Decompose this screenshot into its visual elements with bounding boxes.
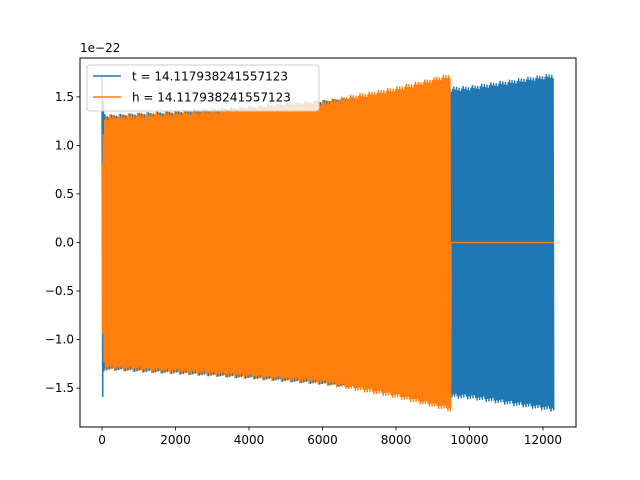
legend-box bbox=[86, 64, 320, 112]
y-axis: −1.5 −1.0 −0.5 0.0 0.5 1.0 1.5 bbox=[45, 90, 80, 395]
x-tick-label: 4000 bbox=[234, 433, 265, 447]
x-tick-label: 6000 bbox=[307, 433, 338, 447]
legend-label-2: h = 14.117938241557123 bbox=[132, 91, 291, 105]
x-axis: 0 2000 4000 6000 8000 10000 12000 bbox=[98, 427, 562, 447]
x-tick-label: 2000 bbox=[160, 433, 191, 447]
legend-label-1: t = 14.117938241557123 bbox=[132, 70, 288, 84]
series-line-2 bbox=[101, 74, 554, 412]
y-tick-label: −1.5 bbox=[45, 381, 74, 395]
y-tick-label: 0.0 bbox=[55, 236, 74, 250]
plot-area bbox=[101, 73, 555, 412]
y-tick-label: 1.5 bbox=[55, 90, 74, 104]
y-tick-label: 0.5 bbox=[55, 187, 74, 201]
legend: t = 14.117938241557123 h = 14.11793824155… bbox=[86, 64, 320, 112]
x-tick-label: 10000 bbox=[450, 433, 488, 447]
x-tick-label: 12000 bbox=[524, 433, 562, 447]
x-tick-label: 8000 bbox=[381, 433, 412, 447]
y-offset-label: 1e−22 bbox=[80, 41, 120, 55]
x-tick-label: 0 bbox=[98, 433, 106, 447]
y-tick-label: −1.0 bbox=[45, 333, 74, 347]
y-tick-label: 1.0 bbox=[55, 138, 74, 152]
y-tick-label: −0.5 bbox=[45, 284, 74, 298]
